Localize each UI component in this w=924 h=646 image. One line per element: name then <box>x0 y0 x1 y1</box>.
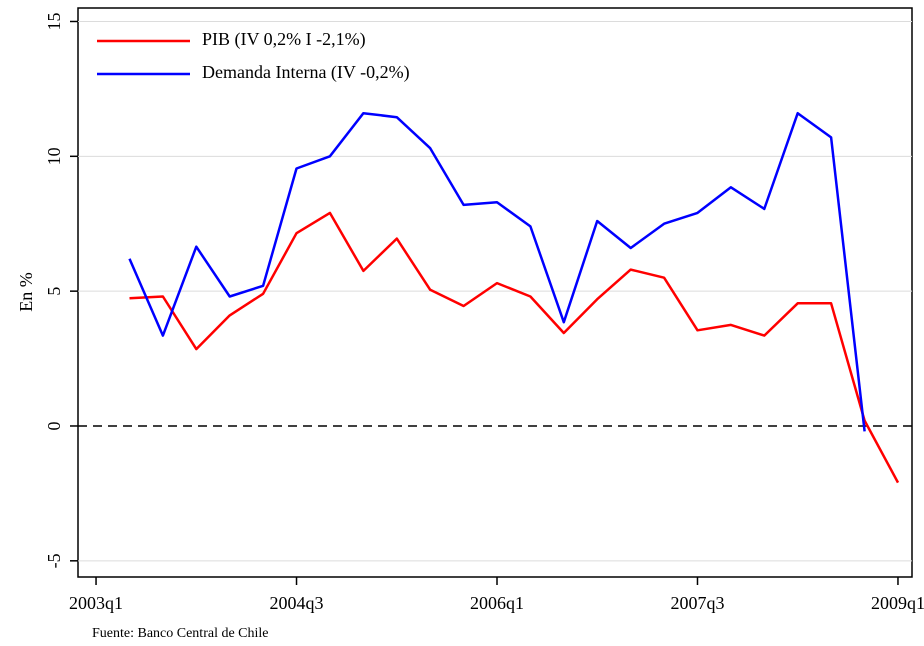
y-tick-label: 0 <box>44 421 64 430</box>
legend-label: PIB (IV 0,2% I -2,1%) <box>202 29 366 50</box>
x-tick-label: 2009q1 <box>871 593 924 613</box>
y-tick-label: -5 <box>44 553 64 568</box>
x-tick-label: 2006q1 <box>470 593 524 613</box>
plot-frame <box>77 7 913 578</box>
x-tick-label: 2004q3 <box>270 593 324 613</box>
legend-label: Demanda Interna (IV -0,2%) <box>202 62 410 83</box>
x-tick-label: 2007q3 <box>670 593 724 613</box>
source-note: Fuente: Banco Central de Chile <box>92 626 269 641</box>
series-line <box>128 111 866 432</box>
y-tick-label: 10 <box>44 147 64 165</box>
y-tick-label: 5 <box>44 287 64 296</box>
x-tick-label: 2003q1 <box>69 593 123 613</box>
series-line <box>129 211 900 484</box>
y-tick-label: 15 <box>44 12 64 30</box>
y-axis-label: En % <box>16 272 36 312</box>
